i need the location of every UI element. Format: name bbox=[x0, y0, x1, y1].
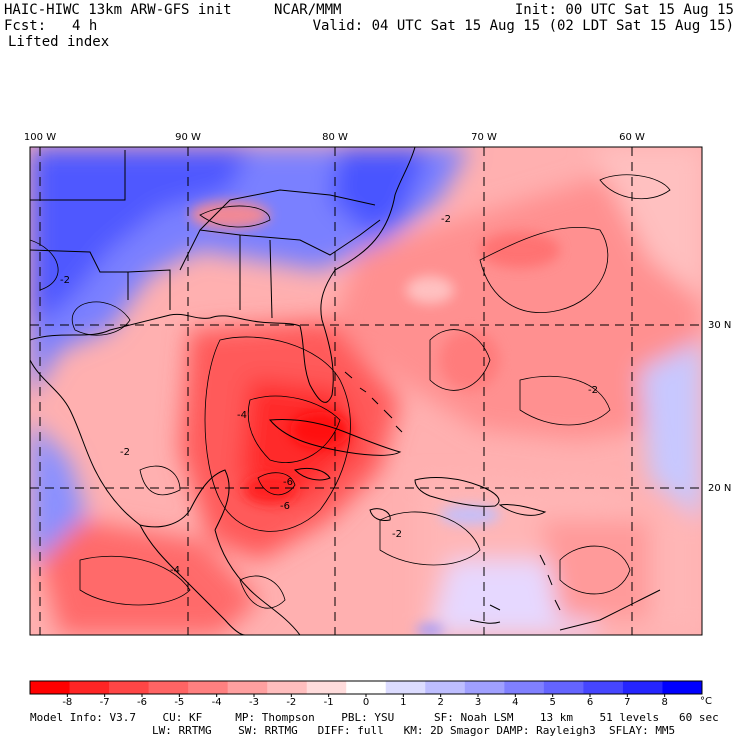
colorbar-swatch bbox=[346, 681, 387, 694]
lon-label: 100 W bbox=[24, 132, 56, 143]
lat-lon-grid bbox=[30, 147, 702, 635]
lat-label: 30 N bbox=[708, 320, 731, 331]
colorbar-swatch bbox=[464, 681, 505, 694]
lon-label: 80 W bbox=[322, 132, 348, 143]
valid-time: Valid: 04 UTC Sat 15 Aug 15 (02 LDT Sat … bbox=[312, 18, 734, 34]
colorbar-swatch bbox=[306, 681, 347, 694]
lat-label: 20 N bbox=[708, 483, 731, 494]
colorbar-swatch bbox=[385, 681, 426, 694]
colorbar-tick-label: 5 bbox=[549, 697, 555, 708]
colorbar-swatch bbox=[148, 681, 189, 694]
colorbar-tick-label: 7 bbox=[624, 697, 630, 708]
model-info-line2: LW: RRTMG SW: RRTMG DIFF: full KM: 2D Sm… bbox=[152, 724, 676, 737]
init-time: Init: 00 UTC Sat 15 Aug 15 bbox=[514, 2, 734, 18]
colorbar-tick-label: -7 bbox=[100, 697, 110, 708]
colorbar-tick-label: -4 bbox=[212, 697, 222, 708]
contour-label: -2 bbox=[60, 275, 70, 286]
colorbar bbox=[29, 680, 703, 695]
contour-label: -6 bbox=[280, 501, 290, 512]
colorbar-tick-label: 8 bbox=[661, 697, 667, 708]
colorbar-swatch bbox=[425, 681, 466, 694]
lon-label: 90 W bbox=[175, 132, 201, 143]
colorbar-ticks: -8 -7 -6 -5 -4 -3 -2 -1 0 1 2 3 4 5 6 7 8 bbox=[62, 694, 668, 708]
field-name: Lifted index bbox=[8, 34, 110, 50]
forecast-label: Fcst: bbox=[4, 18, 47, 34]
colorbar-tick-label: 1 bbox=[400, 697, 406, 708]
colorbar-swatch bbox=[543, 681, 584, 694]
contour-label: -2 bbox=[392, 529, 402, 540]
colorbar-swatch bbox=[662, 681, 703, 694]
colorbar-swatch bbox=[109, 681, 150, 694]
contour-label: -2 bbox=[441, 214, 451, 225]
map-frame bbox=[29, 146, 703, 636]
colorbar-swatch bbox=[583, 681, 624, 694]
contour-value-labels: -2 -2 -4 -6 -6 -2 -4 -2 -2 bbox=[60, 214, 598, 576]
org-label: NCAR/MMM bbox=[274, 2, 342, 18]
contour-label: -4 bbox=[237, 410, 247, 421]
lon-label: 60 W bbox=[619, 132, 645, 143]
colorbar-swatch bbox=[30, 681, 71, 694]
colorbar-tick-label: -3 bbox=[249, 697, 259, 708]
colorbar-unit: °C bbox=[700, 696, 712, 707]
contour-label: -2 bbox=[588, 385, 598, 396]
forecast-hour: 4 h bbox=[72, 18, 98, 34]
contour-label: -6 bbox=[283, 477, 293, 488]
colorbar-tick-label: -1 bbox=[324, 697, 334, 708]
colorbar-tick-label: -6 bbox=[137, 697, 147, 708]
model-title: HAIC-HIWC 13km ARW-GFS init bbox=[4, 2, 232, 18]
colorbar-swatch bbox=[622, 681, 663, 694]
colorbar-swatch bbox=[504, 681, 545, 694]
colorbar-swatch bbox=[227, 681, 268, 694]
model-info-line1: Model Info: V3.7 CU: KF MP: Thompson PBL… bbox=[30, 711, 719, 724]
colorbar-swatch bbox=[188, 681, 229, 694]
lon-label: 70 W bbox=[471, 132, 497, 143]
contour-lines bbox=[30, 174, 671, 609]
contour-label: -2 bbox=[120, 447, 130, 458]
colorbar-tick-label: 3 bbox=[475, 697, 481, 708]
colorbar-tick-label: -8 bbox=[62, 697, 72, 708]
colorbar-tick-label: 2 bbox=[437, 697, 443, 708]
colorbar-tick-label: 4 bbox=[512, 697, 518, 708]
colorbar-tick-label: -5 bbox=[174, 697, 184, 708]
colorbar-tick-label: -2 bbox=[286, 697, 296, 708]
contour-label: -4 bbox=[170, 565, 180, 576]
coastlines bbox=[30, 147, 661, 635]
colorbar-swatch bbox=[69, 681, 110, 694]
colorbar-swatch bbox=[267, 681, 308, 694]
colorbar-tick-label: 0 bbox=[363, 697, 369, 708]
colorbar-tick-label: 6 bbox=[587, 697, 593, 708]
lifted-index-field: -2 -2 -4 -6 -6 -2 -4 -2 -2 bbox=[30, 147, 702, 635]
